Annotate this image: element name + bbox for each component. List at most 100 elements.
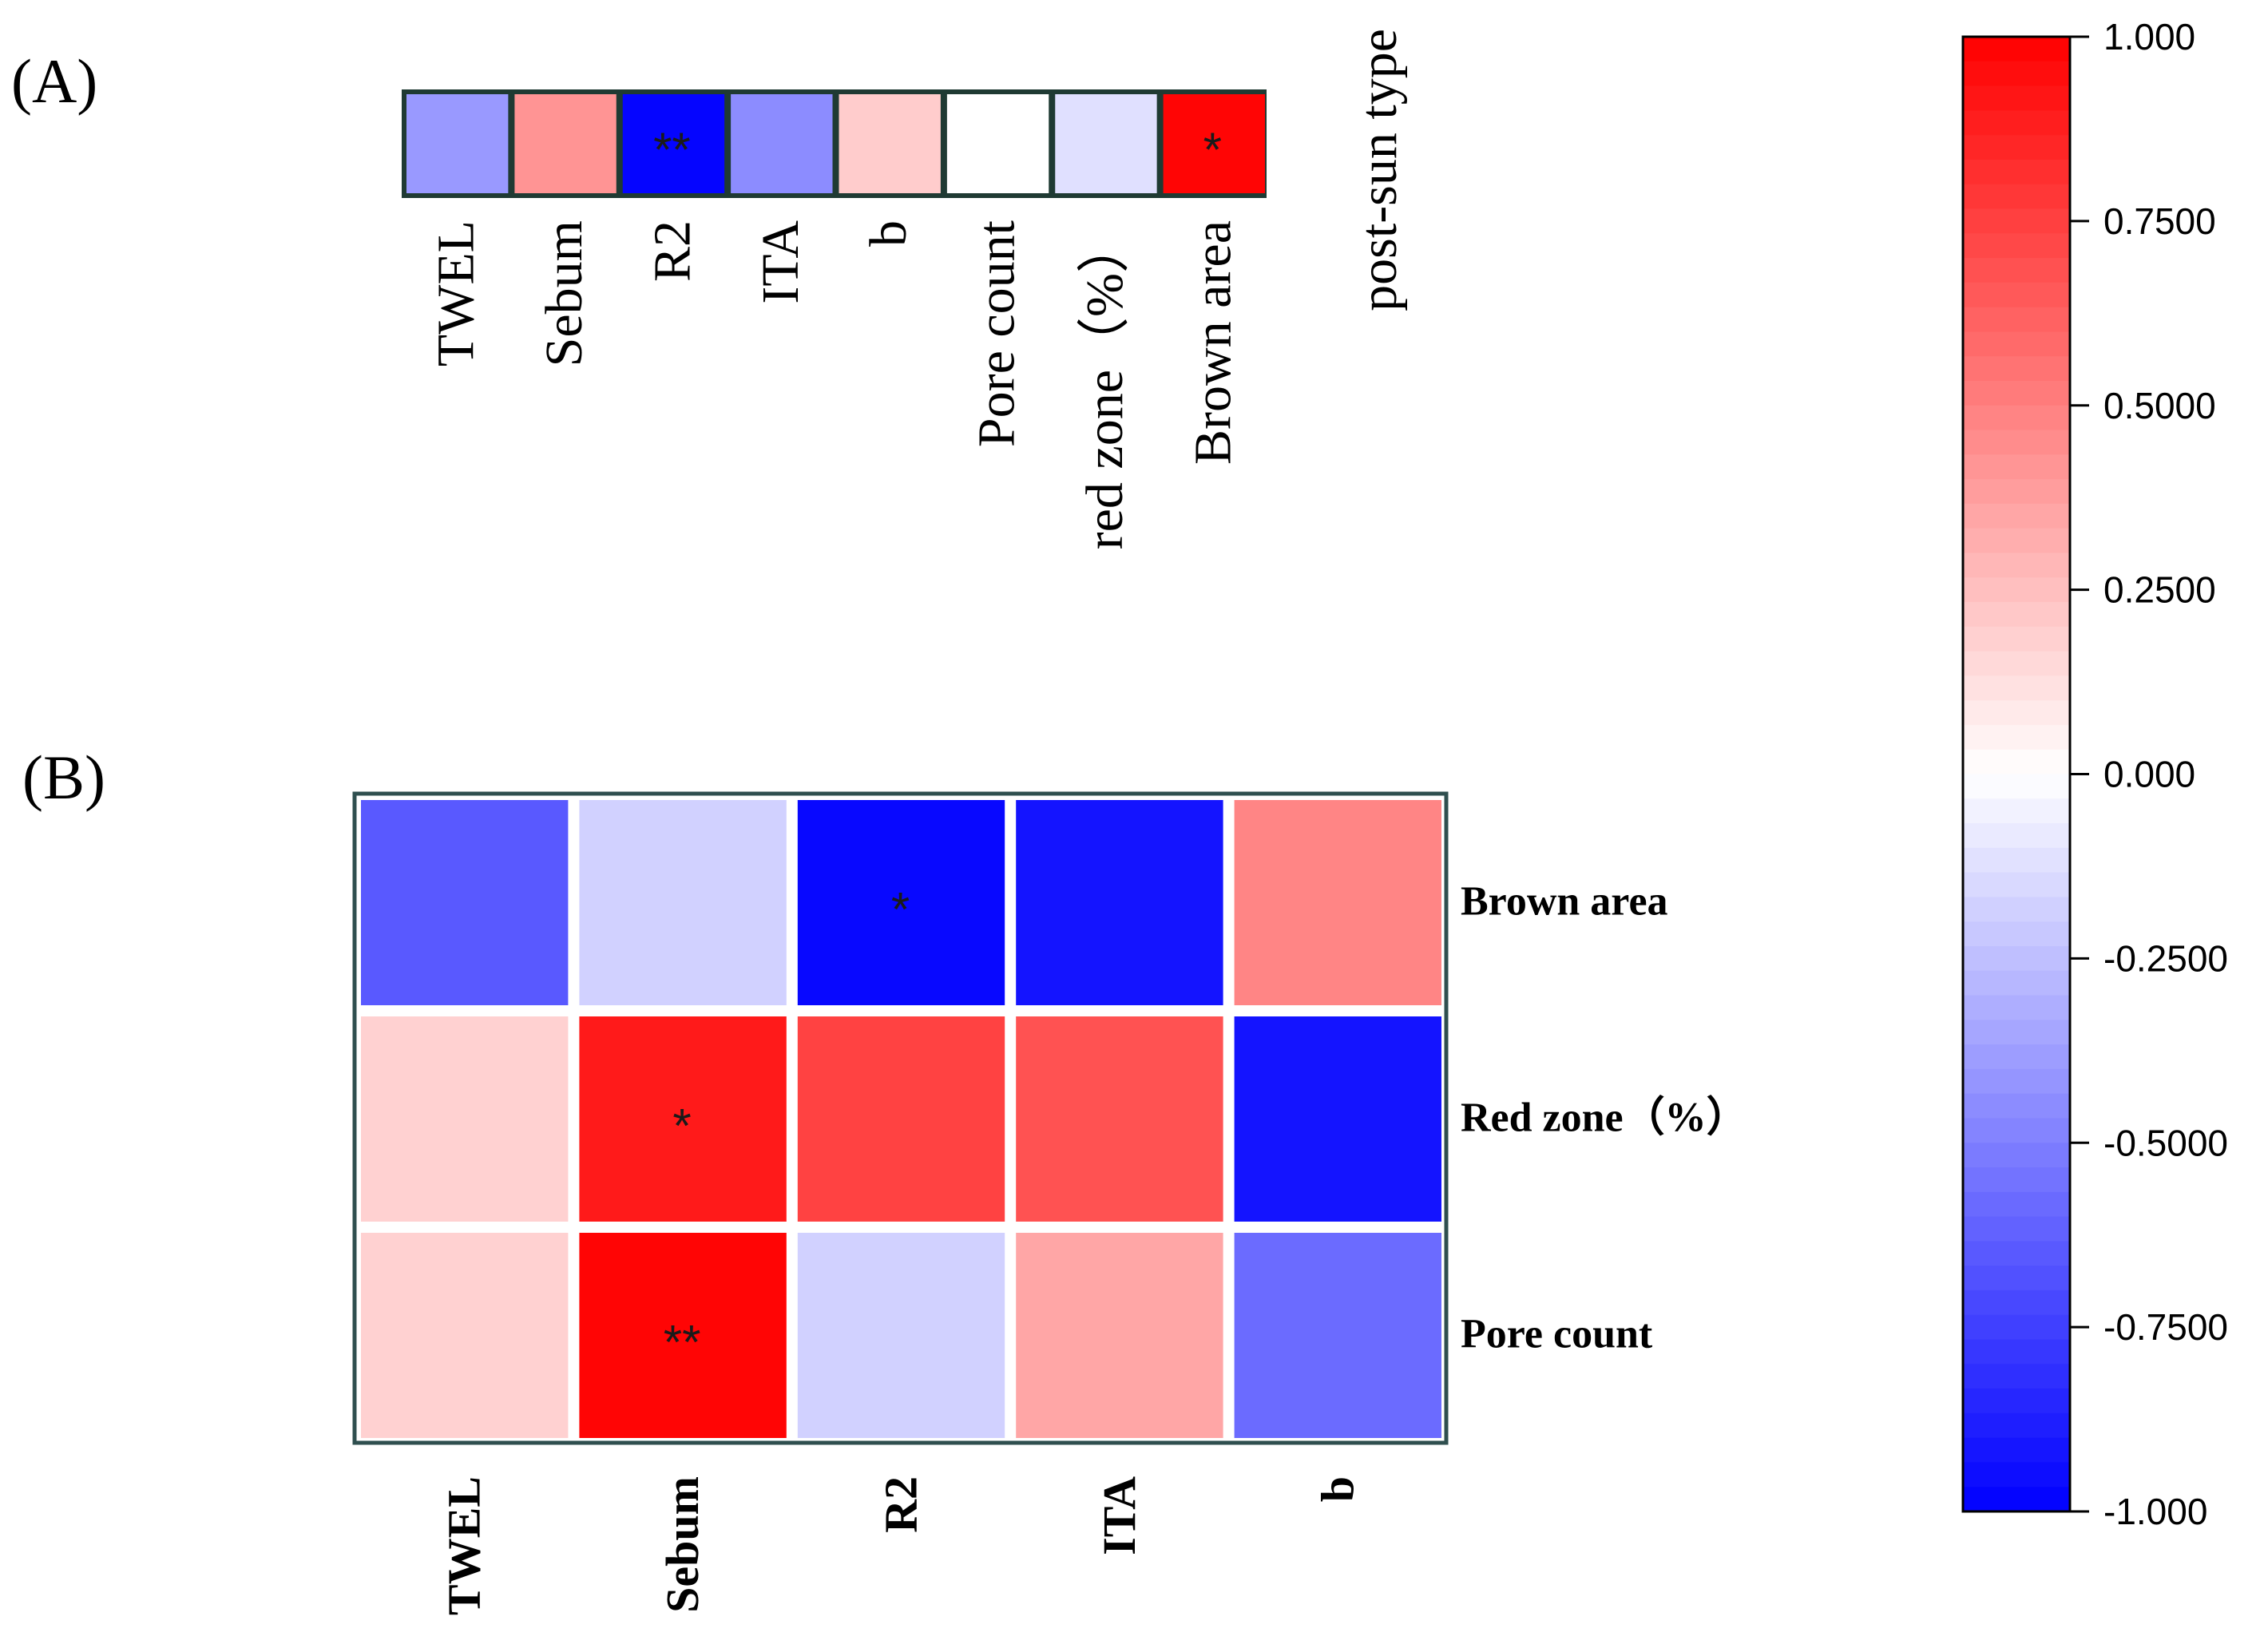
colorbar-segment: [1963, 1044, 2070, 1070]
colorbar-segment: [1963, 1093, 2070, 1119]
heatmap-cell: [1016, 800, 1223, 1005]
colorbar-segment: [1963, 258, 2070, 283]
colorbar-segment: [1963, 651, 2070, 676]
colorbar-segment: [1963, 307, 2070, 332]
colorbar-segment: [1963, 1388, 2070, 1414]
significance-marker: *: [1203, 123, 1222, 176]
heatmap-cell: [731, 94, 833, 193]
x-tick-label: TWEL: [427, 220, 486, 366]
heatmap-cell: [797, 800, 1005, 1005]
colorbar-segment: [1963, 749, 2070, 775]
colorbar-segment: [1963, 577, 2070, 603]
colorbar-tick-label: 1.000: [2103, 16, 2195, 57]
heatmap-cell: [946, 94, 1049, 193]
colorbar-segment: [1963, 602, 2070, 628]
heatmap-cell: [361, 1016, 569, 1222]
colorbar-segment: [1963, 159, 2070, 185]
colorbar-tick-label: 0.7500: [2103, 200, 2216, 242]
colorbar-segment: [1963, 331, 2070, 357]
colorbar-tick-label: -0.5000: [2103, 1122, 2228, 1163]
panel-a-heatmap: TWEL Sebum ** R2 ITA b Pore count red zone（%） * B…: [402, 29, 1408, 549]
colorbar-segment: [1963, 184, 2070, 210]
heatmap-cell: [839, 94, 941, 193]
colorbar-segment: [1963, 1068, 2070, 1095]
colorbar-segment: [1963, 823, 2070, 849]
colorbar-segment: [1963, 282, 2070, 308]
colorbar-segment: [1963, 430, 2070, 455]
heatmap-cell: [361, 1233, 569, 1438]
colorbar-segment: [1963, 380, 2070, 406]
x-tick-label: b: [1311, 1476, 1363, 1502]
colorbar: 1.000 0.7500 0.5000 0.2500 0.000 -0.2500 -0.50…: [1961, 16, 2228, 1532]
colorbar-segment: [1963, 1487, 2070, 1512]
colorbar-segment: [1963, 208, 2070, 234]
colorbar-segment: [1963, 626, 2070, 652]
colorbar-segment: [1963, 798, 2070, 824]
panel-b-heatmap: * Brown area * Red zone（%） ** Pore count TWEL S…: [352, 791, 1748, 1615]
colorbar-segment: [1963, 110, 2070, 136]
y-label: post-sun type: [1350, 29, 1408, 311]
colorbar-segment: [1963, 1266, 2070, 1291]
significance-marker: *: [672, 1099, 691, 1153]
colorbar-tick-label: 0.000: [2103, 754, 2195, 795]
heatmap-cell: [1163, 94, 1265, 193]
x-tick-label: Sebum: [535, 220, 593, 366]
colorbar-segment: [1963, 135, 2070, 160]
x-tick-label: Pore count: [968, 220, 1026, 447]
colorbar-segment: [1963, 921, 2070, 947]
colorbar-segment: [1963, 1412, 2070, 1439]
heatmap-cell: [514, 94, 617, 193]
y-tick-label: Red zone（%）: [1461, 1095, 1748, 1141]
colorbar-segment: [1963, 405, 2070, 431]
colorbar-segment: [1963, 503, 2070, 529]
colorbar-segment: [1963, 1339, 2070, 1365]
colorbar-segment: [1963, 61, 2070, 87]
colorbar-segment: [1963, 774, 2070, 799]
colorbar-segment: [1963, 553, 2070, 578]
colorbar-segment: [1963, 945, 2070, 972]
x-tick-label: ITA: [751, 220, 810, 304]
heatmap-cell: [797, 1233, 1005, 1438]
heatmap-cell: [361, 800, 569, 1005]
colorbar-segment: [1963, 454, 2070, 480]
x-tick-label: Brown area: [1184, 220, 1242, 465]
heatmap-cell: [1055, 94, 1157, 193]
colorbar-segment: [1963, 1216, 2070, 1242]
colorbar-tick-label: -0.2500: [2103, 937, 2228, 979]
colorbar-segment: [1963, 1314, 2070, 1341]
x-tick-label: Sebum: [656, 1476, 708, 1613]
colorbar-segment: [1963, 700, 2070, 726]
colorbar-segment: [1963, 847, 2070, 873]
colorbar-segment: [1963, 356, 2070, 382]
x-tick-label: red zone（%）: [1076, 220, 1134, 549]
colorbar-tick-label: -0.7500: [2103, 1306, 2228, 1348]
colorbar-segment: [1963, 724, 2070, 751]
colorbar-segment: [1963, 1020, 2070, 1045]
colorbar-segment: [1963, 1241, 2070, 1266]
colorbar-segment: [1963, 479, 2070, 505]
panel-a-label: (A): [11, 46, 97, 116]
significance-marker: **: [653, 123, 691, 176]
colorbar-segment: [1963, 675, 2070, 701]
significance-marker: *: [891, 883, 910, 937]
colorbar-segment: [1963, 233, 2070, 259]
colorbar-segment: [1963, 897, 2070, 922]
colorbar-segment: [1963, 1167, 2070, 1193]
heatmap-cell: [622, 94, 725, 193]
y-tick-label: Brown area: [1461, 879, 1668, 925]
x-tick-label: R2: [643, 220, 701, 282]
heatmap-cell: [406, 94, 509, 193]
colorbar-segment: [1963, 85, 2070, 111]
panel-b-label: (B): [22, 743, 105, 812]
colorbar-segment: [1963, 1143, 2070, 1168]
colorbar-segment: [1963, 970, 2070, 996]
heatmap-cell: [579, 1016, 787, 1222]
significance-marker: **: [664, 1316, 701, 1369]
colorbar-segment: [1963, 1118, 2070, 1143]
colorbar-segment: [1963, 872, 2070, 898]
heatmap-cell: [1016, 1233, 1223, 1438]
colorbar-segment: [1963, 528, 2070, 554]
colorbar-tick-label: 0.2500: [2103, 569, 2216, 611]
x-tick-label: TWEL: [438, 1476, 490, 1615]
